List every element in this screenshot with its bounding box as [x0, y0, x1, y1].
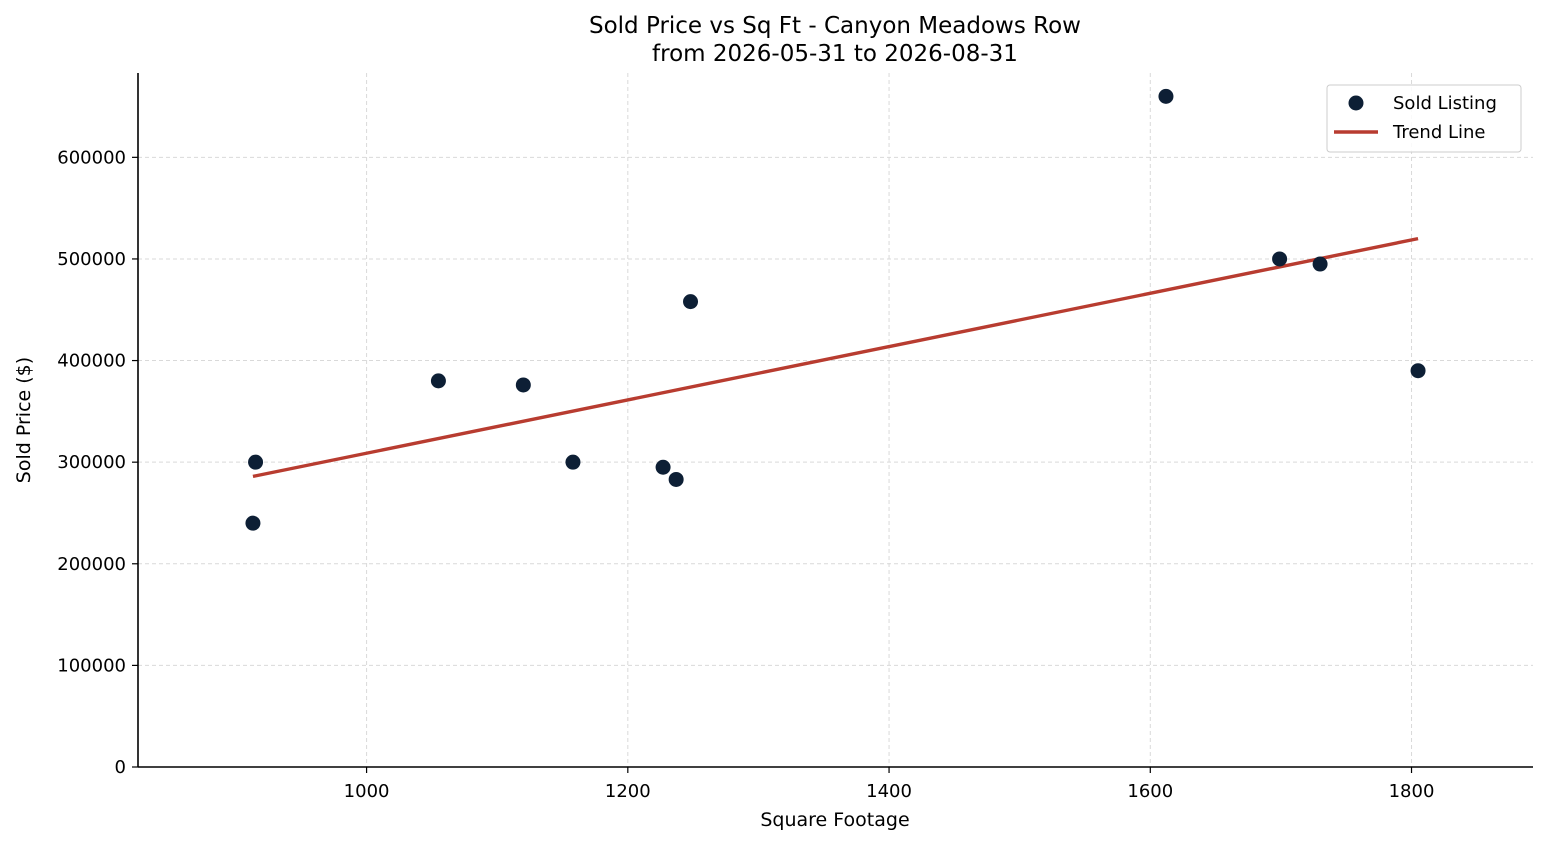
- legend-marker-sold-listing: [1348, 95, 1364, 111]
- data-point: [565, 454, 581, 470]
- data-point: [245, 515, 261, 531]
- chart-title-line-2: from 2026-05-31 to 2026-08-31: [652, 41, 1018, 67]
- y-tick-label: 300000: [57, 452, 126, 473]
- x-tick-label: 1400: [866, 781, 912, 802]
- y-axis-label: Sold Price ($): [13, 357, 35, 483]
- x-axis-label: Square Footage: [760, 809, 909, 831]
- data-point: [1410, 363, 1426, 379]
- data-point: [1312, 256, 1328, 272]
- x-tick-label: 1800: [1389, 781, 1435, 802]
- y-tick-label: 200000: [57, 554, 126, 575]
- data-point: [1272, 251, 1288, 267]
- chart-title: Sold Price vs Sq Ft - Canyon Meadows Row…: [589, 13, 1081, 67]
- trend-line: [252, 236, 1419, 479]
- data-point: [1158, 88, 1174, 104]
- y-tick-label: 600000: [57, 147, 126, 168]
- y-tick-label: 0: [115, 757, 126, 778]
- grid-lines: [138, 73, 1533, 767]
- legend-label-trend-line: Trend Line: [1392, 122, 1486, 143]
- x-tick-label: 1600: [1127, 781, 1173, 802]
- data-point: [430, 373, 446, 389]
- data-point: [683, 294, 699, 310]
- scatter-points-layer: [245, 88, 1426, 531]
- x-tick-label: 1000: [344, 781, 390, 802]
- chart-title-line-1: Sold Price vs Sq Ft - Canyon Meadows Row: [589, 13, 1081, 39]
- y-axis-ticks: 0 100000 200000 300000 400000 500000 600000: [57, 147, 138, 778]
- data-point: [515, 377, 531, 393]
- data-point: [248, 454, 264, 470]
- legend-box: [1326, 84, 1522, 153]
- y-tick-label: 100000: [57, 655, 126, 676]
- data-point: [668, 471, 684, 487]
- trend-line-layer: [252, 236, 1419, 479]
- legend-label-sold-listing: Sold Listing: [1393, 93, 1497, 114]
- y-tick-label: 400000: [57, 351, 126, 372]
- chart-legend: Sold Listing Trend Line: [1326, 84, 1522, 153]
- x-tick-label: 1200: [605, 781, 651, 802]
- x-axis-ticks: 1000 1200 1400 1600 1800: [344, 767, 1435, 802]
- axes: [137, 73, 1533, 768]
- data-point: [655, 459, 671, 475]
- y-tick-label: 500000: [57, 249, 126, 270]
